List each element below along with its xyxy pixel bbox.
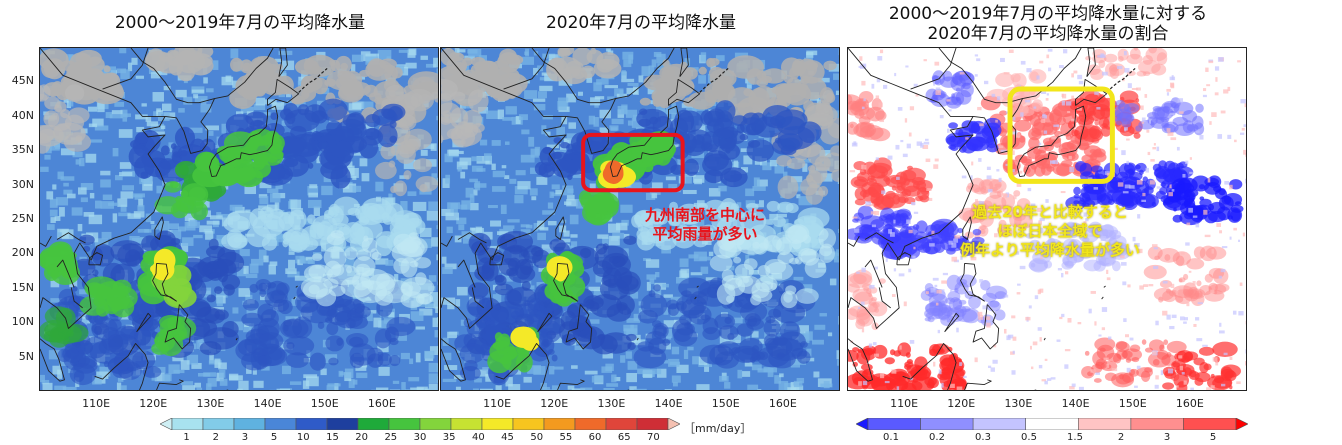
colorbar-swatch	[295, 418, 328, 430]
longitude-label: 140E	[253, 397, 282, 410]
panel2-annotation-line2: 平均雨量が多い	[652, 225, 758, 243]
colorbar-swatch	[450, 418, 483, 430]
colorbar-swatch	[1025, 418, 1079, 430]
panel3-annotation: 過去20年と比較すると ほぼ日本全域で 例年より平均降水量が多い	[930, 203, 1170, 260]
colorbar-label: 55	[559, 432, 573, 443]
colorbar-swatch	[419, 418, 452, 430]
longitude-label: 130E	[196, 397, 225, 410]
map-panel-2020	[440, 47, 840, 391]
latitude-label: 5N	[18, 349, 34, 363]
precip-colorbar-unit: ［mm/day］	[684, 422, 752, 435]
panel2-title: 2020年7月の平均降水量	[545, 13, 737, 33]
longitude-label: 110E	[82, 397, 111, 410]
colorbar-label: 0.1	[883, 432, 899, 443]
colorbar-swatch	[264, 418, 297, 430]
latitude-label: 10N	[11, 315, 34, 329]
colorbar-swatch	[972, 418, 1026, 430]
longitude-label: 110E	[890, 397, 919, 410]
colorbar-label: 3	[1163, 432, 1171, 443]
panel3-title-line2: 2020年7月の平均降水量の割合	[927, 24, 1169, 44]
colorbar-swatch	[543, 418, 576, 430]
colorbar-swatch	[636, 418, 669, 430]
longitude-label: 160E	[367, 397, 396, 410]
map-panel-ratio	[847, 47, 1247, 391]
longitude-label: 160E	[768, 397, 797, 410]
colorbar-label: 5	[270, 432, 278, 443]
colorbar-label: 30	[413, 432, 427, 443]
precip-colorbar	[160, 418, 680, 430]
latitude-label: 45N	[11, 74, 34, 88]
panel3-annotation-line2: ほぼ日本全域で	[997, 222, 1103, 240]
colorbar-label: 0.5	[1021, 432, 1037, 443]
longitude-label: 150E	[1118, 397, 1147, 410]
colorbar-label: 10	[296, 432, 310, 443]
longitude-label: 120E	[540, 397, 569, 410]
colorbar-label: 5	[1209, 432, 1217, 443]
colorbar-label: 20	[355, 432, 368, 443]
panel3-title-line1: 2000〜2019年7月の平均降水量に対する	[888, 4, 1208, 24]
longitude-label: 150E	[310, 397, 339, 410]
colorbar-label: 45	[501, 432, 514, 443]
colorbar-label: 2	[212, 432, 219, 443]
colorbar-swatch	[867, 418, 921, 430]
colorbar-end	[160, 418, 173, 430]
map-panel-climatology	[39, 47, 439, 391]
colorbar-label: 50	[530, 432, 544, 443]
latitude-label: 40N	[11, 108, 34, 122]
colorbar-end	[667, 418, 680, 430]
colorbar-swatch	[481, 418, 514, 430]
longitude-label: 140E	[1061, 397, 1090, 410]
colorbar-label: 35	[442, 432, 456, 443]
latitude-label: 20N	[11, 246, 34, 260]
colorbar-swatch	[202, 418, 235, 430]
panel3-annotation-line3: 例年より平均降水量が多い	[960, 241, 1140, 259]
longitude-label: 140E	[654, 397, 683, 410]
colorbar-swatch	[1183, 418, 1237, 430]
longitude-label: 130E	[1004, 397, 1033, 410]
colorbar-swatch	[920, 418, 974, 430]
panel2-annotation: 九州南部を中心に 平均雨量が多い	[620, 206, 790, 244]
longitude-label: 160E	[1175, 397, 1204, 410]
colorbar-label: 0.2	[929, 432, 945, 443]
colorbar-swatch	[574, 418, 607, 430]
longitude-label: 150E	[711, 397, 740, 410]
latitude-label: 30N	[11, 177, 34, 191]
colorbar-swatch	[388, 418, 421, 430]
colorbar-swatch	[171, 418, 204, 430]
colorbar-end	[856, 418, 869, 430]
colorbar-swatch	[326, 418, 359, 430]
panel2-annotation-line1: 九州南部を中心に	[644, 206, 765, 224]
colorbar-label: 25	[384, 432, 398, 443]
ratio-colorbar	[856, 418, 1248, 430]
longitude-label: 120E	[947, 397, 976, 410]
longitude-label: 120E	[139, 397, 168, 410]
colorbar-label: 70	[647, 432, 660, 443]
colorbar-label: 0.3	[975, 432, 991, 443]
panel3-annotation-line1: 過去20年と比較すると	[972, 203, 1128, 221]
latitude-label: 15N	[11, 280, 34, 294]
colorbar-label: 2	[1117, 432, 1125, 443]
colorbar-swatch	[1078, 418, 1132, 430]
colorbar-swatch	[1130, 418, 1184, 430]
colorbar-label: 3	[241, 432, 249, 443]
colorbar-label: 15	[326, 432, 339, 443]
colorbar-swatch	[233, 418, 266, 430]
colorbar-swatch	[357, 418, 390, 430]
latitude-label: 35N	[11, 143, 34, 157]
panel1-title: 2000〜2019年7月の平均降水量	[114, 13, 366, 33]
colorbar-swatch	[605, 418, 638, 430]
colorbar-label: 1.5	[1067, 432, 1083, 443]
colorbar-swatch	[512, 418, 545, 430]
longitude-label: 110E	[483, 397, 512, 410]
colorbar-end	[1235, 418, 1248, 430]
colorbar-label: 1	[183, 432, 190, 443]
colorbar-label: 65	[617, 432, 631, 443]
colorbar-label: 60	[588, 432, 602, 443]
latitude-label: 25N	[11, 212, 34, 225]
colorbar-label: 40	[471, 432, 485, 443]
longitude-label: 130E	[597, 397, 626, 410]
